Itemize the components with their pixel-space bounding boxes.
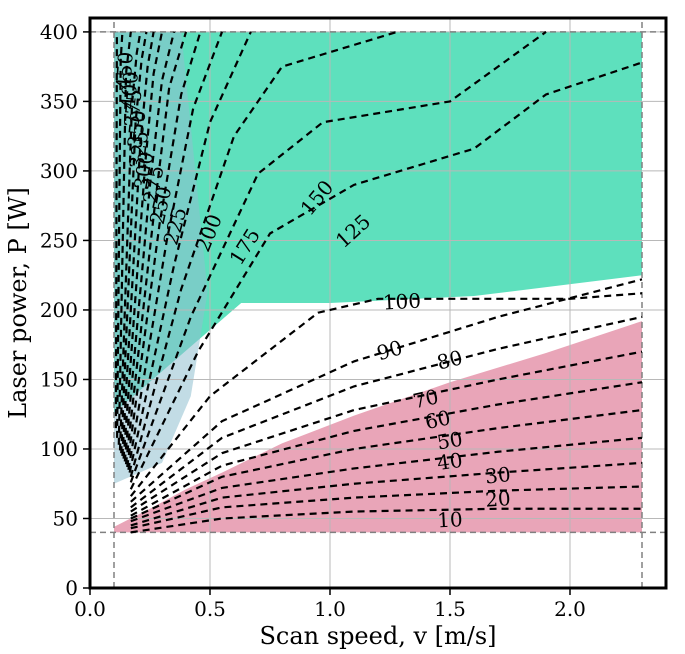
contour-chart: 1020304050607080901001251501752002252502… — [0, 0, 685, 654]
contour-label-group: 90 — [373, 335, 406, 366]
y-tick-label: 100 — [40, 437, 78, 461]
x-tick-label: 1.0 — [314, 597, 346, 621]
y-tick-label: 300 — [40, 159, 78, 183]
contour-label-group: 20 — [483, 486, 512, 512]
chart-container: 1020304050607080901001251501752002252502… — [0, 0, 685, 654]
y-tick-label: 0 — [65, 576, 78, 600]
contour-label: 10 — [437, 507, 464, 532]
y-tick-label: 200 — [40, 298, 78, 322]
y-tick-label: 250 — [40, 228, 78, 252]
x-tick-label: 0.5 — [194, 597, 226, 621]
contour-label: 20 — [484, 486, 511, 512]
contour-label-group: 30 — [483, 462, 513, 489]
y-tick-label: 50 — [53, 506, 78, 530]
y-axis-label: Laser power, P [W] — [4, 187, 32, 419]
contour-label: 30 — [484, 462, 512, 489]
y-tick-label: 150 — [40, 367, 78, 391]
contour-label-group: 80 — [434, 345, 466, 375]
y-tick-label: 350 — [40, 89, 78, 113]
y-tick-label: 400 — [40, 20, 78, 44]
contour-label-group: 10 — [436, 507, 464, 532]
x-axis-label: Scan speed, v [m/s] — [259, 622, 496, 650]
x-tick-label: 2.0 — [554, 597, 586, 621]
x-tick-label: 1.5 — [434, 597, 466, 621]
x-tick-label: 0.0 — [74, 597, 106, 621]
contour-label-group: 450 — [111, 51, 138, 91]
contour-label: 100 — [382, 289, 421, 315]
contour-label-group: 100 — [382, 289, 422, 315]
contour-label: 450 — [111, 51, 138, 91]
